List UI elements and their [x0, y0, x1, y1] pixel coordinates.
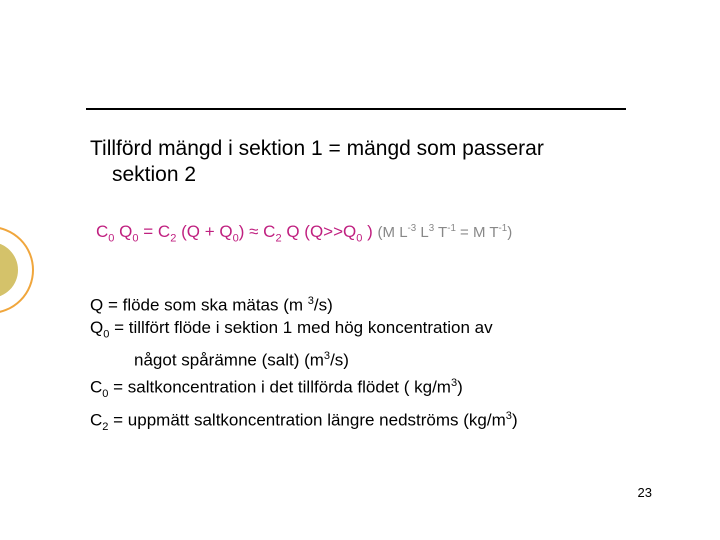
equation-line: C0 Q0 = C2 (Q + Q0) ≈ C2 Q (Q>>Q0 ) (M L… [96, 222, 512, 244]
def-q0-line1: Q0 = tillfört flöde i sektion 1 med hög … [90, 317, 518, 345]
definitions: Q = flöde som ska mätas (m 3/s) Q0 = til… [90, 290, 518, 438]
def-c0: C0 = saltkoncentration i det tillförda f… [90, 372, 518, 405]
def-q: Q = flöde som ska mätas (m 3/s) [90, 290, 518, 317]
title-line1: Tillförd mängd i sektion 1 = mängd som p… [90, 136, 544, 162]
def-q0-line2: något spårämne (salt) (m3/s) [90, 345, 518, 372]
title-line2: sektion 2 [90, 162, 544, 188]
equation-dimensions: (M L-3 L3 T-1 = M T-1) [378, 224, 513, 241]
equation-main: C0 Q0 = C2 (Q + Q0) ≈ C2 Q (Q>>Q0 ) [96, 222, 378, 241]
title-block: Tillförd mängd i sektion 1 = mängd som p… [90, 136, 544, 188]
title-divider [86, 108, 626, 110]
page-number: 23 [638, 485, 652, 500]
def-c2: C2 = uppmätt saltkoncentration längre ne… [90, 405, 518, 438]
